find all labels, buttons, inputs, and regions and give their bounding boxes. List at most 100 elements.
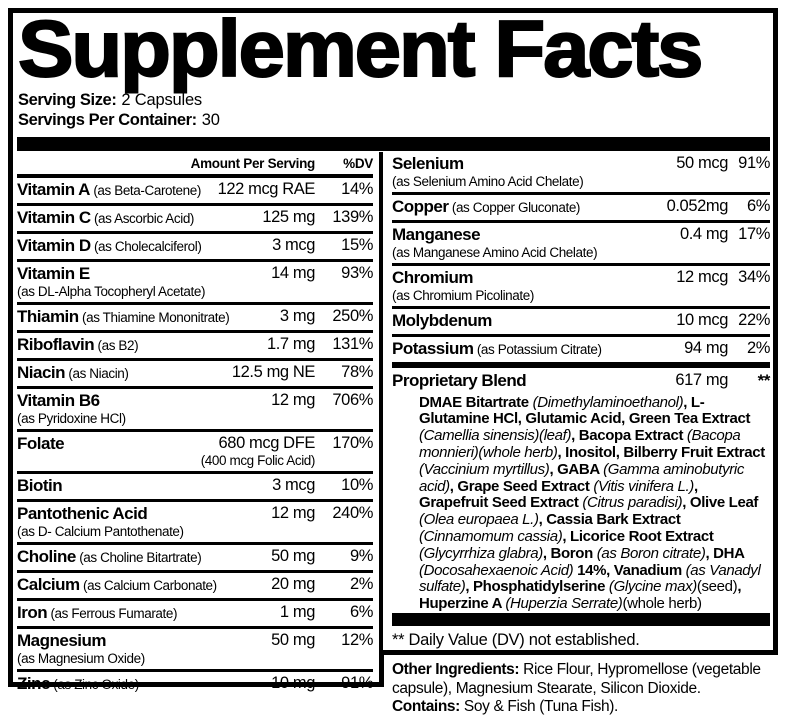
nutrient-amount: 1.7 mg (266, 335, 315, 353)
proprietary-blend-ingredients: DMAE Bitartrate (Dimethylaminoethanol), … (392, 393, 770, 613)
nutrient-row: Pantothenic Acid (as D- Calcium Pantothen… (17, 499, 373, 542)
nutrient-dv: 91% (738, 154, 770, 172)
blend-ingredient-segment: (Gamma aminobutyric acid) (419, 460, 745, 495)
table-header: Amount Per Serving %DV (17, 152, 373, 178)
nutrient-name-text: Biotin (17, 476, 63, 495)
footnote-top-bar (392, 613, 770, 626)
blend-ingredient-segment: , Huperzine A (419, 578, 742, 613)
nutrient-name: Zinc (as Zinc Oxide) (17, 674, 271, 694)
nutrient-qualifier: (as Calcium Carbonate) (79, 578, 217, 593)
nutrient-qualifier: (as Thiamine Mononitrate) (78, 310, 230, 325)
blend-ingredient-segment: , Boron (542, 544, 597, 562)
nutrient-name: Riboflavin (as B2) (17, 335, 267, 355)
nutrient-amount: 617 mg (675, 370, 728, 389)
border-bottom-right (379, 650, 778, 655)
blend-ingredient-segment: 14%, Vanadium (573, 561, 686, 579)
nutrient-name-text: Pantothenic Acid (17, 504, 148, 523)
nutrient-qualifier: (as D- Calcium Pantothenate) (17, 524, 184, 539)
nutrient-row: Magnesium (as Magnesium Oxide) 50 mg 12% (17, 626, 373, 669)
blend-ingredient-segment: , Cassia Bark Extract (538, 511, 681, 529)
blend-ingredient-segment: (Bacopa monnieri)(whole herb) (419, 427, 741, 462)
nutrient-column-right: Selenium (as Selenium Amino Acid Chelate)… (392, 152, 770, 650)
nutrient-amount: 94 mg (684, 339, 728, 357)
nutrient-amount: 14 mg (271, 264, 315, 282)
nutrient-name-text: Copper (392, 197, 449, 216)
blend-ingredient-segment: (Glycine max) (608, 578, 697, 596)
nutrient-amount: 1 mg (279, 603, 315, 621)
nutrient-dv: 93% (341, 264, 373, 282)
nutrient-dv: 250% (332, 307, 373, 325)
nutrient-name: Calcium (as Calcium Carbonate) (17, 575, 271, 595)
nutrient-amount: 20 mg (271, 575, 315, 593)
nutrient-amount: 3 mg (279, 307, 315, 325)
nutrient-row: Zinc (as Zinc Oxide) 10 mg 91% (17, 669, 373, 697)
blend-ingredient-segment: (Camellia sinensis)(leaf) (419, 427, 572, 445)
nutrient-name-text: Choline (17, 547, 76, 566)
nutrient-qualifier: (as B2) (94, 338, 139, 353)
nutrient-name-text: Vitamin D (17, 236, 91, 255)
nutrient-qualifier: (as Ferrous Fumarate) (47, 606, 178, 621)
nutrient-rows-right: Selenium (as Selenium Amino Acid Chelate)… (392, 152, 770, 362)
nutrient-dv: 706% (332, 391, 373, 409)
nutrient-name: Molybdenum (392, 311, 676, 331)
border-left (8, 8, 13, 687)
nutrient-dv: 22% (738, 311, 770, 329)
nutrient-name-text: Vitamin A (17, 180, 90, 199)
other-ingredients-line: Other Ingredients: Rice Flour, Hypromell… (392, 661, 774, 698)
blend-ingredient-segment: (Citrus paradisi) (582, 494, 683, 512)
nutrient-name-text: Chromium (392, 268, 474, 287)
nutrient-name: Folate (17, 434, 201, 454)
nutrient-dv: 10% (341, 476, 373, 494)
nutrient-amount: 50 mg (271, 631, 315, 649)
nutrient-name: Pantothenic Acid (as D- Calcium Pantothen… (17, 504, 271, 539)
blend-ingredient-segment: , Licorice Root Extract (562, 528, 714, 546)
nutrient-name-text: Selenium (392, 154, 464, 173)
column-divider (379, 152, 383, 650)
nutrient-qualifier: (as Copper Gluconate) (448, 200, 581, 215)
border-bottom-left (8, 682, 384, 687)
nutrient-amount: 10 mcg (676, 311, 728, 329)
nutrient-amount: 12 mg (271, 504, 315, 522)
nutrient-amount: 3 mcg (272, 236, 315, 254)
nutrient-qualifier: (as Beta-Carotene) (89, 183, 201, 198)
nutrient-amount: 12 mcg (676, 268, 728, 286)
nutrient-amount: 10 mg (271, 674, 315, 692)
blend-ingredient-segment: (as Vanadyl sulfate) (419, 561, 761, 596)
nutrient-dv: ** (757, 370, 771, 390)
nutrient-amount: 122 mcg RAE (217, 180, 316, 198)
serving-info: Serving Size: 2 Capsules Servings Per Con… (18, 91, 220, 130)
contains-label: Contains: (392, 698, 460, 716)
serving-size-label: Serving Size: (18, 91, 117, 109)
nutrient-dv: 139% (332, 208, 373, 226)
amount-per-serving-header: Amount Per Serving (190, 156, 316, 171)
blend-ingredient-segment: (Cinnamomum cassia) (419, 528, 563, 546)
nutrient-name-text: Vitamin C (17, 208, 91, 227)
blend-ingredient-segment: (whole herb) (622, 595, 702, 613)
blend-ingredient-segment: (Vitis vinifera L.) (593, 477, 694, 495)
border-notch (379, 650, 384, 687)
other-ingredients-block: Other Ingredients: Rice Flour, Hypromell… (392, 661, 774, 717)
nutrient-row: Manganese (as Manganese Amino Acid Chelat… (392, 220, 770, 263)
blend-ingredient-segment: , Phosphatidylserine (465, 578, 609, 596)
serving-size-line: Serving Size: 2 Capsules (18, 91, 220, 111)
nutrient-qualifier: (as Ascorbic Acid) (90, 211, 195, 226)
blend-ingredient-segment: (Glycyrrhiza glabra) (419, 544, 543, 562)
nutrient-name: Vitamin D (as Cholecalciferol) (17, 236, 272, 256)
nutrient-name: Chromium (as Chromium Picolinate) (392, 268, 676, 303)
nutrient-qualifier: (as Magnesium Oxide) (17, 651, 145, 666)
blend-ingredient-segment: , L-Glutamine HCl, Glutamic Acid, Green … (419, 393, 751, 428)
nutrient-row: Chromium (as Chromium Picolinate) 12 mcg 34… (392, 263, 770, 306)
nutrient-dv: 91% (341, 674, 373, 692)
servings-per-container-label: Servings Per Container: (18, 110, 197, 129)
nutrient-dv: 6% (349, 603, 373, 621)
nutrient-dv: 17% (738, 225, 770, 243)
nutrient-name-text: Calcium (17, 575, 80, 594)
blend-ingredient-segment: (seed) (696, 578, 738, 596)
nutrient-name: Thiamin (as Thiamine Mononitrate) (17, 307, 280, 327)
nutrient-row: Biotin 3 mcg 10% (17, 471, 373, 499)
servings-per-container-line: Servings Per Container: 30 (18, 111, 220, 131)
blend-ingredient-segment: (Huperzia Serrate) (505, 595, 623, 613)
nutrient-qualifier: (as DL-Alpha Tocopheryl Acetate) (17, 284, 206, 299)
nutrient-row: Vitamin C (as Ascorbic Acid) 125 mg 139% (17, 203, 373, 231)
